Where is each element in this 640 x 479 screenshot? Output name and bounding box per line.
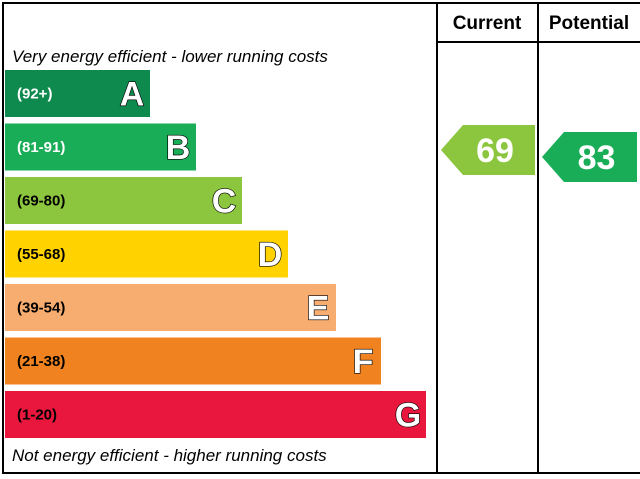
- rating-arrows: 69 83: [441, 125, 637, 182]
- rating-bands: (92+) A (81-91) B (69-80) C (55-68) D (39-54) E (2…: [5, 70, 426, 438]
- band-letter-d: D: [258, 236, 283, 274]
- band-bar-f: [5, 337, 381, 385]
- band-range-c: (69-80): [17, 193, 65, 210]
- current-rating-arrow: [441, 125, 535, 175]
- band-range-d: (55-68): [17, 246, 65, 263]
- column-header-potential: Potential: [549, 13, 629, 34]
- band-bar-a: [5, 70, 150, 117]
- band-bar-b: [5, 123, 196, 171]
- top-caption: Very energy efficient - lower running co…: [12, 47, 328, 66]
- band-range-a: (92+): [17, 86, 52, 103]
- band-range-f: (21-38): [17, 353, 65, 370]
- band-letter-c: C: [212, 183, 237, 221]
- current-rating-score: 69: [476, 132, 514, 170]
- potential-rating-score: 83: [578, 139, 616, 177]
- band-range-g: (1-20): [17, 407, 57, 424]
- band-bar-c: [5, 177, 242, 224]
- bottom-caption: Not energy efficient - higher running co…: [12, 446, 327, 465]
- band-range-e: (39-54): [17, 300, 65, 317]
- band-letter-a: A: [120, 76, 145, 114]
- band-letter-f: F: [353, 343, 374, 381]
- band-bar-d: [5, 230, 288, 278]
- band-letter-e: E: [307, 290, 330, 328]
- band-letter-b: B: [166, 129, 191, 167]
- potential-rating-arrow: [542, 132, 637, 182]
- band-letter-g: G: [395, 397, 421, 435]
- column-header-current: Current: [453, 13, 522, 34]
- band-range-b: (81-91): [17, 139, 65, 156]
- band-bar-e: [5, 284, 336, 331]
- band-bar-g: [5, 391, 426, 438]
